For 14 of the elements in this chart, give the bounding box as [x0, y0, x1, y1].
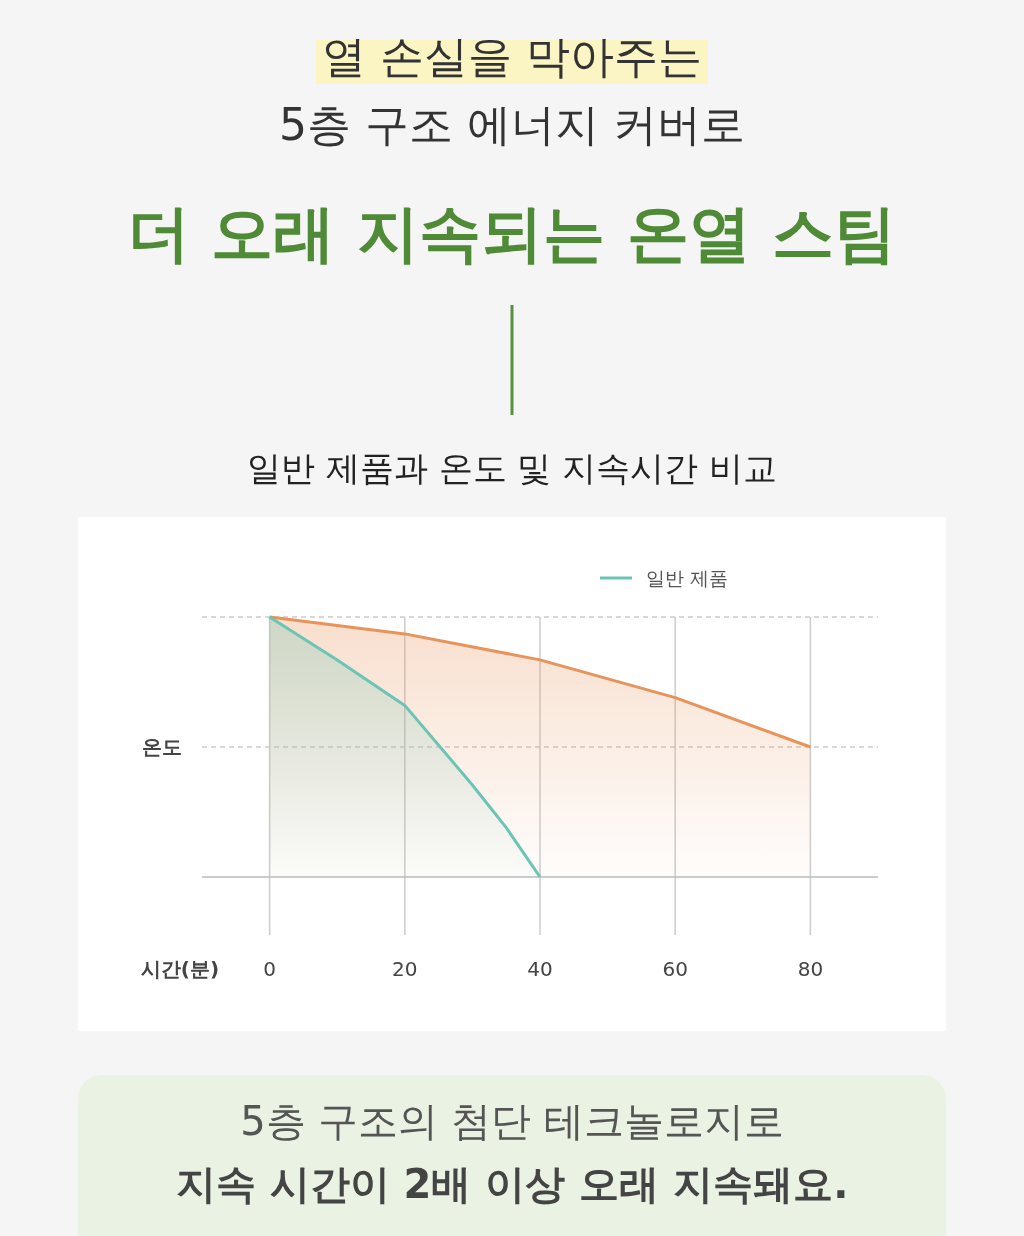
- text: 더 오래 지속되는 온열 스팀: [127, 197, 897, 270]
- x-tick-label: 40: [527, 957, 553, 981]
- text: 열 손실을 막아주는: [322, 31, 702, 82]
- text: 5층 구조의 첨단 테크놀로지로: [240, 1098, 784, 1144]
- x-tick-label: 80: [797, 957, 824, 981]
- text: 지속 시간이 2배 이상 오래 지속돼요.: [175, 1161, 849, 1207]
- x-axis-title: 시간(분): [140, 957, 220, 981]
- y-axis-title: 온도: [142, 735, 182, 759]
- x-tick-label: 20: [392, 957, 418, 981]
- text: 5층 구조 에너지 커버로: [279, 99, 745, 150]
- chart-title: 일반 제품과 온도 및 지속시간 비교: [246, 448, 778, 488]
- legend-label: 일반 제품: [646, 567, 729, 589]
- x-tick-label: 60: [662, 957, 688, 981]
- x-tick-label: 0: [263, 957, 276, 981]
